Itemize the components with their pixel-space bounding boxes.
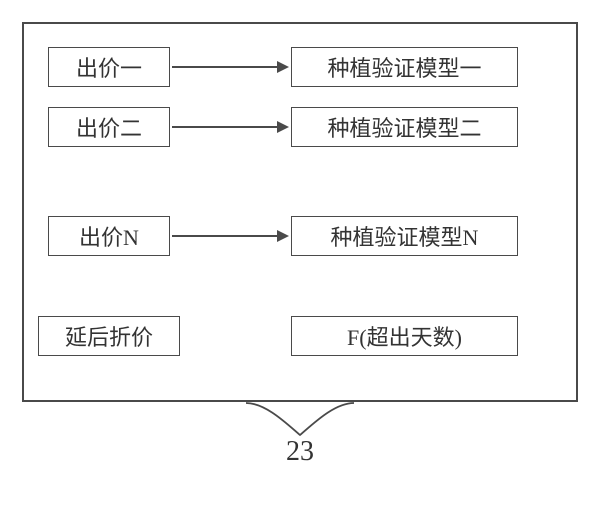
node-label-bid-n: 出价N — [79, 220, 139, 252]
arrow-bid-1-to-model-1 — [172, 61, 289, 73]
node-model-1: 种植验证模型一 — [291, 47, 518, 87]
node-label-model-1: 种植验证模型一 — [327, 51, 481, 83]
ref-label: 23 — [276, 436, 324, 468]
node-label-model-n: 种植验证模型N — [331, 220, 479, 252]
node-model-2: 种植验证模型二 — [291, 107, 518, 147]
ref-curve — [246, 401, 354, 437]
node-model-n: 种植验证模型N — [291, 216, 518, 256]
node-bid-1: 出价一 — [48, 47, 170, 87]
node-label-f-days: F(超出天数) — [347, 320, 462, 352]
node-label-discount: 延后折价 — [65, 320, 153, 352]
node-bid-n: 出价N — [48, 216, 170, 256]
node-bid-2: 出价二 — [48, 107, 170, 147]
node-discount: 延后折价 — [38, 316, 180, 356]
arrow-bid-2-to-model-2 — [172, 121, 289, 133]
node-f-days: F(超出天数) — [291, 316, 518, 356]
node-label-model-2: 种植验证模型二 — [327, 111, 481, 143]
arrow-bid-n-to-model-n — [172, 230, 289, 242]
node-label-bid-2: 出价二 — [76, 111, 142, 143]
node-label-bid-1: 出价一 — [76, 51, 142, 83]
